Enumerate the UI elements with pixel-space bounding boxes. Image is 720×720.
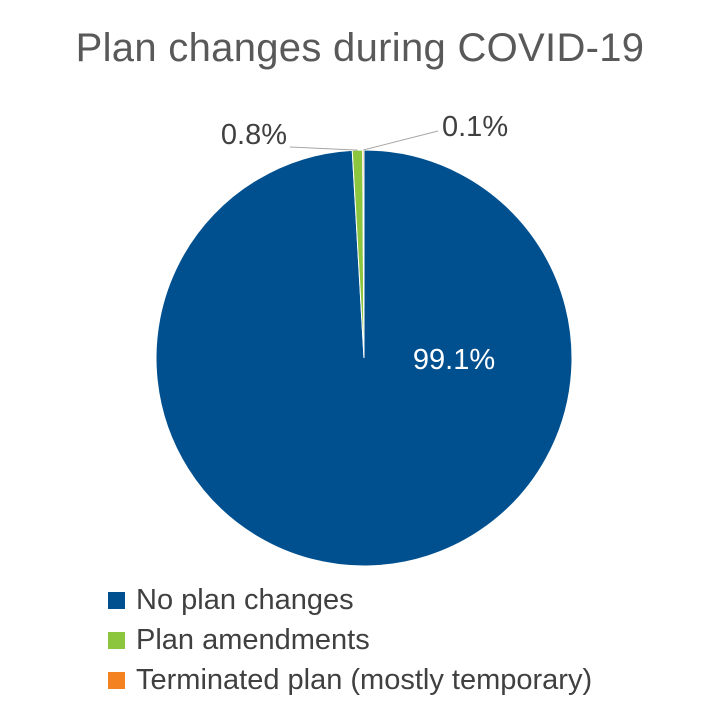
leader-line-plan-amendments [289,146,358,151]
legend-label: No plan changes [136,583,354,616]
pie-slices [155,149,573,567]
chart-title: Plan changes during COVID-19 [75,26,645,70]
data-label-plan-amendments: 0.8% [221,119,287,151]
data-labels: 99.1% 0.8% 0.1% [221,111,508,376]
legend-item-plan-amendments: Plan amendments [108,620,592,660]
legend-swatch [108,671,125,689]
legend-swatch [108,631,125,649]
leader-line-terminated-plan-mostly-temporary [363,130,439,151]
legend-item-no-plan-changes: No plan changes [108,580,592,620]
data-label-terminated-plan-mostly-temporary: 0.1% [442,111,508,143]
legend: No plan changes Plan amendments Terminat… [108,580,592,700]
data-label-no-plan-changes: 99.1% [413,344,495,376]
legend-item-terminated-plan: Terminated plan (mostly temporary) [108,660,592,700]
legend-label: Plan amendments [136,623,370,656]
legend-label: Terminated plan (mostly temporary) [136,663,593,696]
legend-swatch [108,591,125,609]
leader-lines [289,130,439,151]
